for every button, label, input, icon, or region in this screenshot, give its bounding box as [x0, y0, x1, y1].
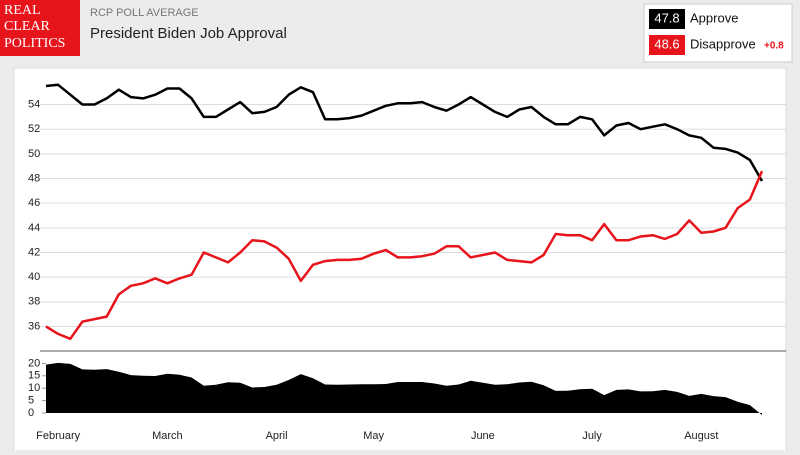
- legend-label: Approve: [690, 10, 738, 25]
- kicker: RCP POLL AVERAGE: [90, 7, 199, 19]
- y-tick-label: 15: [28, 370, 40, 382]
- logo: [0, 0, 80, 56]
- y-tick-label: 40: [28, 271, 40, 283]
- legend-swatch: [649, 9, 685, 29]
- title: President Biden Job Approval: [90, 25, 287, 42]
- lead-label: +0.8: [764, 41, 784, 52]
- y-tick-label: 48: [28, 172, 40, 184]
- logo-text: REAL: [4, 3, 41, 18]
- y-tick-label: 54: [28, 98, 40, 110]
- series-line: [45, 170, 764, 341]
- y-tick-label: 20: [28, 357, 40, 369]
- logo-text: CLEAR: [4, 19, 51, 34]
- x-tick-label: April: [266, 430, 288, 442]
- x-tick-label: July: [582, 430, 602, 442]
- y-tick-label: 50: [28, 148, 40, 160]
- y-tick-label: 5: [28, 395, 34, 407]
- y-tick-label: 0: [28, 407, 34, 419]
- y-tick-label: 52: [28, 123, 40, 135]
- legend-swatch: [649, 35, 685, 55]
- y-tick-label: 10: [28, 382, 40, 394]
- x-tick-label: March: [152, 430, 183, 442]
- y-tick-label: 44: [28, 222, 40, 234]
- legend-value: 47.8: [654, 10, 679, 25]
- spread-area: [46, 362, 762, 415]
- x-tick-label: May: [363, 430, 384, 442]
- x-tick-label: February: [36, 430, 81, 442]
- x-tick-label: June: [471, 430, 495, 442]
- legend-label: Disapprove: [690, 36, 756, 51]
- y-tick-label: 36: [28, 320, 40, 332]
- legend-value: 48.6: [654, 36, 679, 51]
- y-tick-label: 38: [28, 296, 40, 308]
- y-tick-label: 46: [28, 197, 40, 209]
- series-line: [45, 83, 764, 182]
- logo-text: POLITICS: [4, 36, 65, 51]
- x-tick-label: August: [684, 430, 718, 442]
- y-tick-label: 42: [28, 246, 40, 258]
